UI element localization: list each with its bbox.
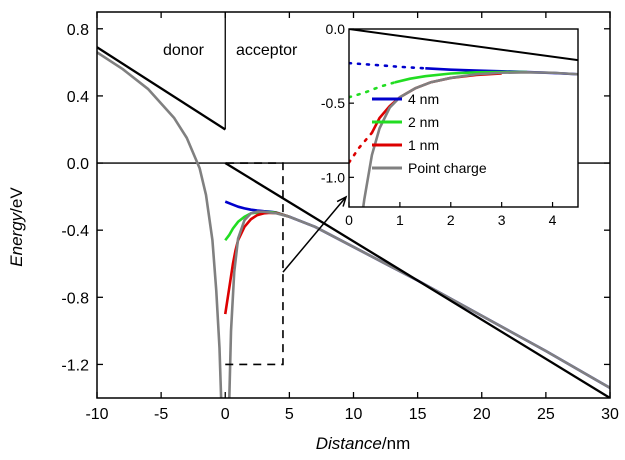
legend-label-1-nm: 1 nm — [408, 137, 439, 153]
inset-x-tick-label: 0 — [345, 212, 353, 228]
reference-line-5 — [224, 162, 610, 398]
x-tick-label: 20 — [473, 406, 491, 423]
x-axis-title-name: Distance — [316, 434, 382, 453]
inset-legend: 4 nm 2 nm 1 nm Point charge — [372, 91, 487, 176]
x-tick-label: 0 — [221, 406, 230, 423]
main-series-group — [97, 12, 610, 398]
x-tick-label: 30 — [601, 406, 619, 423]
inset-series-point-charge — [361, 71, 578, 207]
reference-line-4 — [97, 46, 226, 131]
y-tick-label: -1.2 — [61, 357, 89, 374]
inset-series-group — [349, 29, 578, 207]
zoom-region-box — [225, 162, 284, 366]
inset-x-tick-label: 2 — [447, 212, 455, 228]
y-axis-title-name: Energy — [7, 211, 26, 266]
y-tick-label: -0.8 — [61, 290, 89, 307]
y-tick-label: 0.0 — [67, 156, 89, 173]
x-tick-label: 15 — [409, 406, 427, 423]
inset-x-tick-label: 1 — [396, 212, 404, 228]
x-axis-title: Distance/nm — [316, 434, 410, 453]
inset-x-tick-label: 3 — [498, 212, 506, 228]
inset-y-tick-label: 0.0 — [326, 21, 346, 37]
inset-x-tick-label: 4 — [549, 212, 557, 228]
inset-reference-line-0 — [349, 29, 578, 62]
y-tick-label: 0.8 — [67, 22, 89, 39]
legend-label-4-nm: 4 nm — [408, 91, 439, 107]
y-tick-label: 0.4 — [67, 89, 89, 106]
region-label-donor: donor — [163, 42, 205, 59]
y-tick-label: -0.4 — [61, 223, 89, 240]
zoom-arrow-line — [282, 196, 347, 273]
inset-series-2-nm-dotted — [349, 81, 397, 99]
x-tick-label: 10 — [345, 406, 363, 423]
y-axis-title: Energy/eV — [7, 187, 26, 267]
x-axis-title-unit: /nm — [382, 434, 410, 453]
legend-label-2-nm: 2 nm — [408, 114, 439, 130]
x-tick-label: -5 — [154, 406, 168, 423]
x-tick-label: -10 — [85, 406, 108, 423]
region-label-acceptor: acceptor — [236, 42, 298, 59]
axis-titles: Distance/nm Energy/eV — [7, 187, 410, 453]
region-labels: donor acceptor — [163, 42, 298, 59]
inset-series-1-nm-dotted — [349, 131, 374, 164]
main-plot: -10 -5 0 5 10 15 20 25 300.80.40.0-0.4-0.8-1.2 — [61, 11, 619, 423]
inset-series-4-nm-dotted — [349, 61, 427, 70]
inset-plot: 0 1 2 3 4 0.0 -0.5 -1.0 4 nm 2 nm 1 nm Point charge — [321, 21, 579, 228]
inset-background — [349, 29, 578, 207]
x-tick-label: 5 — [285, 406, 294, 423]
inset-y-tick-label: -1.0 — [321, 169, 345, 185]
series-line-point-charge — [97, 51, 610, 398]
y-axis-title-unit: /eV — [7, 187, 26, 213]
inset-frame — [348, 28, 579, 208]
legend-label-point-charge: Point charge — [408, 160, 487, 176]
inset-y-tick-label: -0.5 — [321, 95, 345, 111]
x-tick-label: 25 — [537, 406, 555, 423]
zoom-arrow-head — [336, 195, 348, 207]
